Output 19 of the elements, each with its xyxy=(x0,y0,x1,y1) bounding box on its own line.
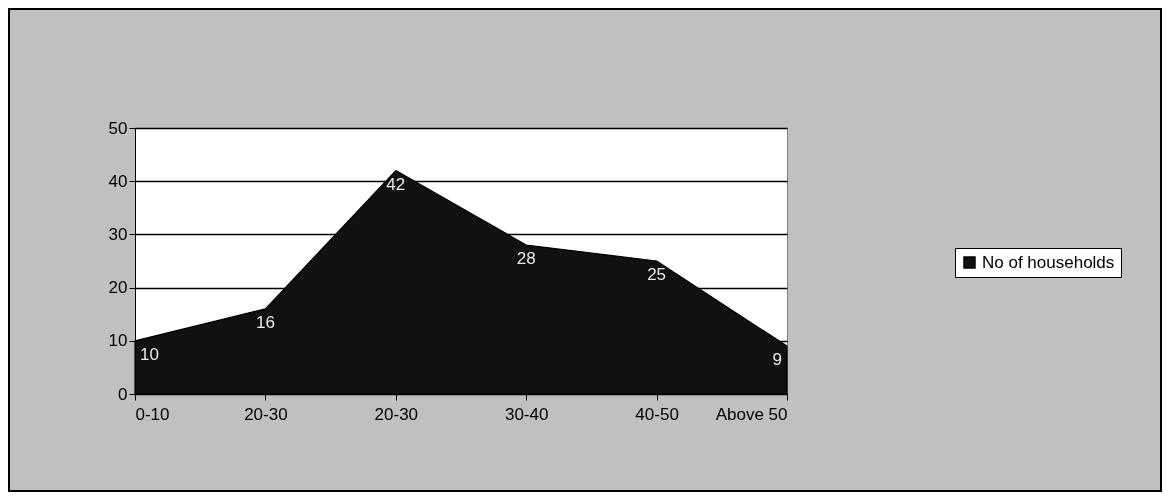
y-tick-label: 50 xyxy=(108,118,128,138)
x-tick-label: 30-40 xyxy=(504,404,549,424)
data-label: 9 xyxy=(772,350,782,370)
y-tick-label: 10 xyxy=(108,331,128,351)
data-label: 28 xyxy=(516,249,536,269)
y-tick-label: 30 xyxy=(108,224,128,244)
x-tick-label: 40-50 xyxy=(635,404,679,424)
y-tick-label: 0 xyxy=(118,384,128,404)
data-label: 10 xyxy=(140,344,159,364)
data-label: 25 xyxy=(647,265,667,284)
x-tick-label: 20-30 xyxy=(244,404,288,424)
x-tick-label: 20-30 xyxy=(374,404,419,424)
data-label: 16 xyxy=(255,312,275,332)
data-label: 42 xyxy=(386,174,406,194)
y-tick-label: 40 xyxy=(108,171,128,191)
legend-label: No of households xyxy=(982,252,1115,272)
y-tick-label: 20 xyxy=(108,278,128,298)
x-tick-label: 0-10 xyxy=(135,404,170,424)
x-tick-label: Above 50 xyxy=(715,404,788,424)
